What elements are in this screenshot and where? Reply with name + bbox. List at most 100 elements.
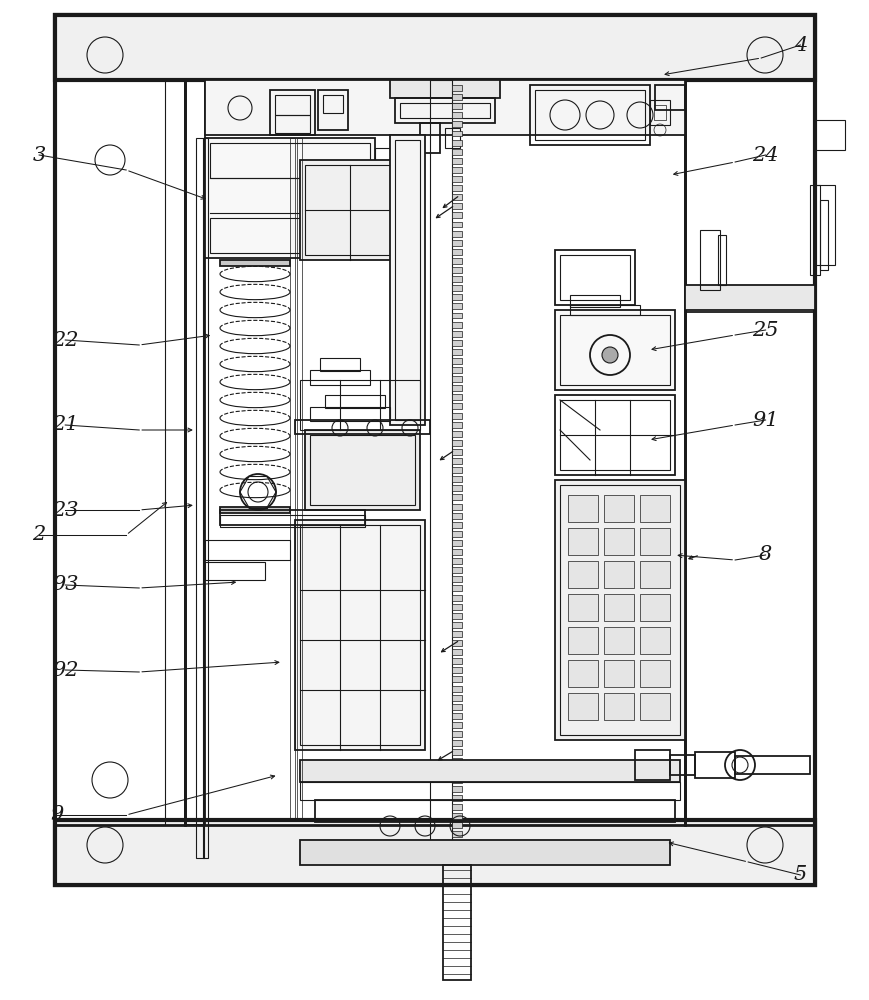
Bar — [452, 740, 461, 746]
Bar — [220, 510, 365, 525]
Bar — [452, 176, 461, 182]
Bar — [452, 540, 461, 546]
Bar — [603, 495, 634, 522]
Bar — [452, 249, 461, 255]
Bar — [452, 285, 461, 291]
Bar — [452, 276, 461, 282]
Bar — [452, 613, 461, 619]
Bar — [653, 105, 666, 120]
Bar — [452, 604, 461, 610]
Bar — [603, 627, 634, 654]
Bar — [205, 80, 684, 135]
Bar — [220, 260, 289, 266]
Bar — [452, 831, 461, 837]
Bar — [452, 440, 461, 446]
Bar — [684, 80, 814, 825]
Bar — [400, 103, 489, 118]
Bar — [452, 358, 461, 364]
Bar — [452, 722, 461, 728]
Bar — [452, 485, 461, 491]
Bar — [452, 676, 461, 682]
Bar — [452, 777, 461, 783]
Text: 22: 22 — [52, 330, 78, 350]
Bar — [452, 595, 461, 601]
Bar — [452, 695, 461, 701]
Text: 23: 23 — [52, 500, 78, 520]
Bar — [603, 693, 634, 720]
Text: 4: 4 — [793, 36, 806, 55]
Bar — [554, 395, 674, 475]
Bar — [567, 693, 597, 720]
Bar — [452, 531, 461, 537]
Bar — [395, 98, 494, 123]
Bar — [300, 760, 680, 782]
Bar — [452, 458, 461, 464]
Bar — [819, 200, 827, 270]
Bar — [452, 631, 461, 637]
Bar — [640, 594, 669, 621]
Bar — [534, 90, 644, 140]
Bar — [452, 149, 461, 155]
Bar — [305, 165, 415, 255]
Bar — [452, 258, 461, 264]
Bar — [322, 95, 342, 113]
Bar — [296, 138, 302, 818]
Bar — [700, 230, 720, 290]
Bar — [669, 755, 694, 775]
Bar — [452, 758, 461, 764]
Bar — [452, 731, 461, 737]
Text: 25: 25 — [752, 320, 778, 340]
Bar — [452, 704, 461, 710]
Text: 8: 8 — [758, 546, 772, 564]
Bar — [209, 218, 369, 253]
Bar — [55, 80, 185, 825]
Bar — [300, 525, 420, 745]
Bar — [309, 370, 369, 385]
Bar — [452, 431, 461, 437]
Bar — [320, 358, 360, 371]
Bar — [452, 567, 461, 573]
Bar — [452, 367, 461, 373]
Bar — [55, 15, 814, 885]
Bar — [275, 95, 309, 115]
Bar — [452, 212, 461, 218]
Bar — [694, 752, 734, 778]
Bar — [452, 267, 461, 273]
Bar — [205, 562, 265, 580]
Bar — [640, 495, 669, 522]
Bar — [452, 94, 461, 100]
Bar — [452, 394, 461, 400]
Text: 91: 91 — [752, 410, 778, 430]
Bar — [452, 649, 461, 655]
Bar — [452, 822, 461, 828]
Bar — [452, 403, 461, 409]
Bar — [452, 121, 461, 127]
Bar — [452, 795, 461, 801]
Text: 9: 9 — [50, 805, 63, 824]
Bar — [452, 467, 461, 473]
Bar — [634, 750, 669, 780]
Bar — [452, 130, 461, 136]
Bar — [185, 80, 684, 825]
Bar — [220, 507, 289, 513]
Bar — [569, 295, 620, 307]
Bar — [603, 660, 634, 687]
Bar — [603, 594, 634, 621]
Bar — [452, 713, 461, 719]
Bar — [452, 667, 461, 673]
Bar — [452, 422, 461, 428]
Bar — [452, 504, 461, 510]
Bar — [205, 138, 375, 258]
Bar — [452, 312, 461, 318]
Bar — [395, 140, 420, 420]
Bar — [452, 203, 461, 209]
Bar — [452, 140, 461, 146]
Bar — [452, 749, 461, 755]
Bar — [554, 310, 674, 390]
Bar — [603, 528, 634, 555]
Bar — [734, 756, 809, 774]
Bar — [567, 660, 597, 687]
Bar — [55, 80, 165, 825]
Bar — [452, 686, 461, 692]
Bar — [452, 85, 461, 91]
